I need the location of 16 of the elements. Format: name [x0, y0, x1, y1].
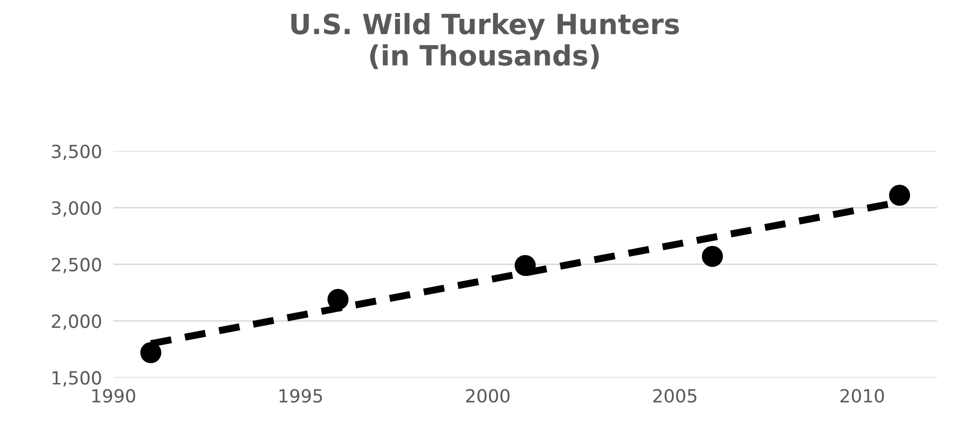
y-tick-label: 3,000: [52, 201, 102, 217]
y-tick-label: 2,500: [52, 258, 102, 274]
x-tick-label: 1995: [280, 389, 322, 403]
x-tick-label: 2000: [466, 389, 510, 403]
point: [514, 254, 536, 276]
y-tick-label: 2,000: [52, 314, 102, 330]
point: [889, 184, 910, 206]
y-tick-label: 1,500: [52, 371, 102, 387]
y-tick-label: 3,500: [52, 144, 102, 160]
chart-title: U.S. Wild Turkey Hunters (in Thousands): [291, 12, 679, 70]
point: [702, 246, 723, 267]
point: [140, 342, 162, 364]
point: [327, 288, 349, 310]
x-tick-label: 2010: [840, 389, 884, 403]
x-tick-label: 1990: [92, 389, 136, 403]
x-tick-label: 2005: [653, 389, 696, 403]
